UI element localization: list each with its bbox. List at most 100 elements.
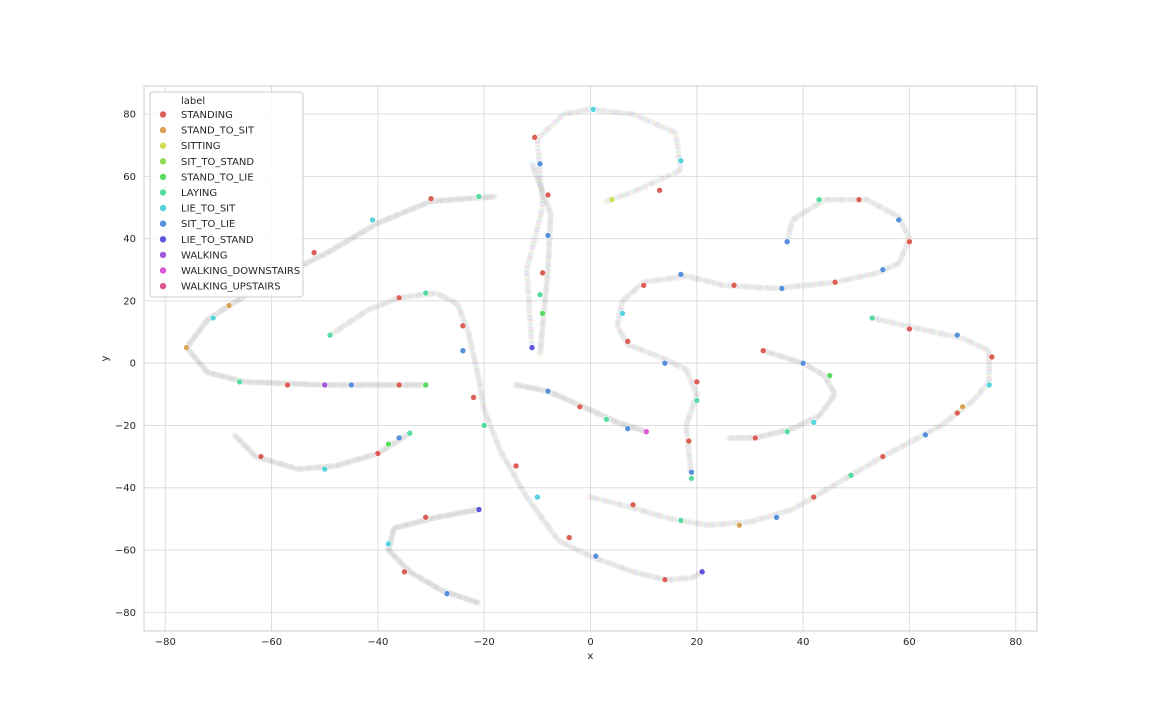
data-point: [692, 387, 699, 395]
data-point: [584, 405, 591, 412]
data-point: [897, 256, 904, 263]
data-point: [869, 199, 876, 206]
data-point: [342, 459, 349, 467]
data-point: [190, 353, 198, 360]
data-point: [413, 519, 421, 526]
data-point: [400, 522, 408, 529]
data-point: [470, 394, 477, 401]
data-point: [390, 213, 398, 220]
data-point: [900, 224, 908, 231]
data-point: [685, 414, 692, 422]
data-point: [624, 338, 632, 345]
data-point: [541, 518, 548, 525]
data-point: [688, 378, 695, 386]
data-point: [981, 345, 988, 352]
data-point: [851, 274, 858, 282]
data-point: [544, 263, 552, 271]
data-point: [855, 196, 863, 203]
data-point: [192, 354, 199, 362]
data-point: [830, 392, 837, 400]
data-point: [468, 195, 475, 202]
data-point: [401, 208, 409, 216]
data-point: [251, 379, 258, 386]
data-point: [391, 552, 398, 560]
data-point: [782, 354, 790, 362]
data-point: [620, 191, 628, 199]
data-point: [818, 370, 826, 378]
data-point: [415, 292, 423, 299]
data-point: [886, 208, 893, 215]
data-point: [556, 392, 563, 400]
data-point: [568, 398, 576, 406]
data-point: [547, 219, 554, 226]
data-point: [395, 381, 403, 389]
data-point: [436, 291, 444, 299]
data-point: [578, 107, 585, 115]
data-point: [445, 511, 452, 519]
data-point: [655, 177, 662, 184]
data-point: [512, 474, 519, 481]
data-point: [824, 401, 831, 408]
data-point: [854, 274, 861, 281]
data-point: [457, 593, 464, 600]
data-point: [860, 272, 867, 280]
data-point: [543, 283, 550, 290]
data-point: [619, 502, 627, 509]
data-point: [738, 434, 746, 442]
data-point: [488, 424, 495, 431]
data-point: [947, 415, 954, 422]
data-point: [369, 381, 376, 389]
data-point: [979, 386, 986, 393]
data-point: [717, 281, 724, 288]
legend-box: [149, 91, 304, 298]
data-point: [398, 560, 406, 568]
data-point: [677, 165, 684, 172]
data-point: [939, 421, 946, 428]
data-point: [191, 333, 199, 340]
data-point: [797, 501, 804, 509]
data-point: [910, 437, 917, 444]
data-point: [538, 386, 545, 394]
data-point: [313, 381, 321, 388]
data-point: [532, 171, 540, 178]
data-point: [683, 367, 690, 374]
data-point: [924, 327, 931, 334]
data-point: [857, 273, 864, 280]
data-point: [544, 387, 552, 395]
data-point: [636, 346, 644, 353]
data-point: [335, 461, 342, 469]
data-point: [461, 594, 468, 602]
data-point: [790, 356, 797, 364]
data-point: [518, 485, 525, 492]
data-point: [414, 203, 422, 210]
data-point: [827, 397, 834, 404]
data-point: [492, 436, 499, 443]
data-point: [899, 221, 906, 228]
data-point: [231, 431, 238, 438]
data-point: [603, 497, 610, 505]
data-point: [225, 302, 233, 309]
data-point: [685, 372, 693, 380]
data-point: [826, 372, 833, 379]
data-point: [434, 290, 441, 297]
data-point: [494, 441, 502, 449]
data-point: [286, 463, 294, 470]
data-point: [545, 247, 553, 254]
data-point: [534, 493, 541, 501]
data-point: [371, 381, 379, 389]
data-point: [395, 434, 403, 442]
data-point: [927, 427, 935, 435]
data-point: [417, 518, 425, 525]
data-point: [872, 457, 879, 465]
data-point: [544, 202, 551, 210]
data-point: [550, 530, 557, 538]
data-point: [447, 511, 455, 518]
data-point: [665, 172, 672, 179]
data-point: [536, 350, 544, 358]
data-point: [411, 519, 418, 527]
data-point: [369, 216, 376, 224]
data-point: [643, 428, 650, 435]
data-point: [651, 351, 659, 359]
data-point: [387, 535, 395, 543]
